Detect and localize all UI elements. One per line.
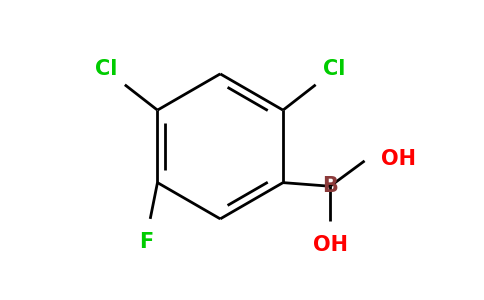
Text: OH: OH <box>381 149 416 169</box>
Text: B: B <box>322 176 338 196</box>
Text: OH: OH <box>313 235 348 255</box>
Text: Cl: Cl <box>323 59 345 79</box>
Text: Cl: Cl <box>95 59 118 79</box>
Text: F: F <box>139 232 154 252</box>
